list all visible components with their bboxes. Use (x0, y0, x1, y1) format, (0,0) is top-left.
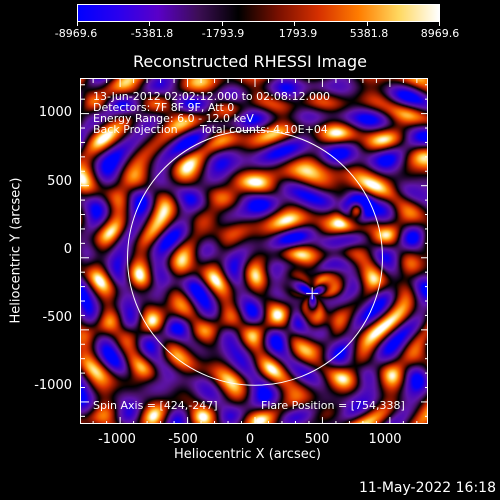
info-method: Back Projection (93, 123, 178, 136)
info-detectors: Detectors: 7F 8F 9F, Att 0 (93, 101, 235, 114)
colorbar-tick (149, 22, 150, 26)
info-time-range: 13-Jun-2012 02:02:12.000 to 02:08:12.000 (93, 90, 331, 103)
colorbar-label: -5381.8 (130, 27, 174, 40)
spin-axis-marker (306, 287, 319, 300)
colorbar (77, 4, 440, 22)
colorbar-tick (294, 22, 295, 26)
x-axis-title: Heliocentric X (arcsec) (174, 447, 321, 462)
colorbar-tick (367, 22, 368, 26)
x-tick-label: 0 (245, 432, 255, 447)
colorbar-label: 8969.6 (420, 27, 460, 40)
info-energy-range: Energy Range: 6.0 - 12.0 keV (93, 112, 254, 125)
x-tick-label: -500 (168, 432, 198, 447)
y-tick-label: -500 (42, 310, 72, 325)
info-total-counts: Total counts: 4.10E+04 (200, 123, 328, 136)
axis-ticks (81, 79, 427, 423)
colorbar-label: 5381.8 (349, 27, 389, 40)
info-spin-axis: Spin Axis = [424,-247] (93, 399, 218, 412)
y-tick-label: 500 (47, 174, 72, 189)
heatmap-image (81, 79, 427, 423)
y-tick-label: 1000 (38, 105, 72, 120)
footer-date: 11-May-2022 16:18 (358, 480, 496, 496)
colorbar-label: 1793.9 (278, 27, 318, 40)
y-axis-title: Heliocentric Y (arcsec) (8, 177, 24, 324)
x-tick-label: -1000 (98, 432, 136, 447)
rhessi-image-plot: 13-Jun-2012 02:02:12.000 to 02:08:12.000… (80, 78, 428, 424)
colorbar-tick (77, 22, 78, 26)
colorbar-tick (439, 22, 440, 26)
x-tick-label: 500 (304, 432, 330, 447)
y-tick-label: 0 (63, 242, 72, 257)
info-flare-position: Flare Position = [754,338] (261, 399, 405, 412)
y-tick-label: -1000 (34, 378, 72, 393)
x-tick-label: 1000 (368, 432, 402, 447)
plot-overlay (81, 79, 427, 423)
colorbar-tick (222, 22, 223, 26)
solar-limb-circle (127, 129, 383, 386)
colorbar-label: -1793.9 (201, 27, 245, 40)
plot-title: Reconstructed RHESSI Image (133, 52, 367, 71)
colorbar-label: -8969.6 (54, 27, 98, 40)
